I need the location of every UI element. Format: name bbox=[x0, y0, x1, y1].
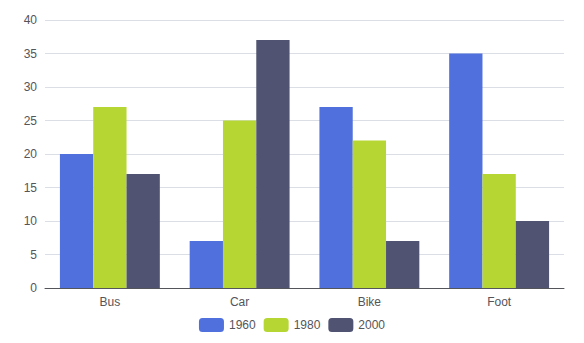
svg-text:Bus: Bus bbox=[100, 295, 121, 309]
svg-text:1980: 1980 bbox=[294, 318, 321, 332]
svg-text:15: 15 bbox=[24, 181, 38, 195]
svg-text:20: 20 bbox=[24, 147, 38, 161]
svg-text:5: 5 bbox=[30, 248, 37, 262]
svg-text:35: 35 bbox=[24, 47, 38, 61]
svg-text:Bike: Bike bbox=[358, 295, 382, 309]
svg-text:2000: 2000 bbox=[358, 318, 385, 332]
svg-text:10: 10 bbox=[24, 214, 38, 228]
svg-text:0: 0 bbox=[30, 281, 37, 295]
svg-text:Foot: Foot bbox=[487, 295, 512, 309]
svg-text:40: 40 bbox=[24, 13, 38, 27]
svg-text:1960: 1960 bbox=[229, 318, 256, 332]
svg-text:30: 30 bbox=[24, 80, 38, 94]
svg-text:25: 25 bbox=[24, 114, 38, 128]
svg-text:Car: Car bbox=[230, 295, 249, 309]
